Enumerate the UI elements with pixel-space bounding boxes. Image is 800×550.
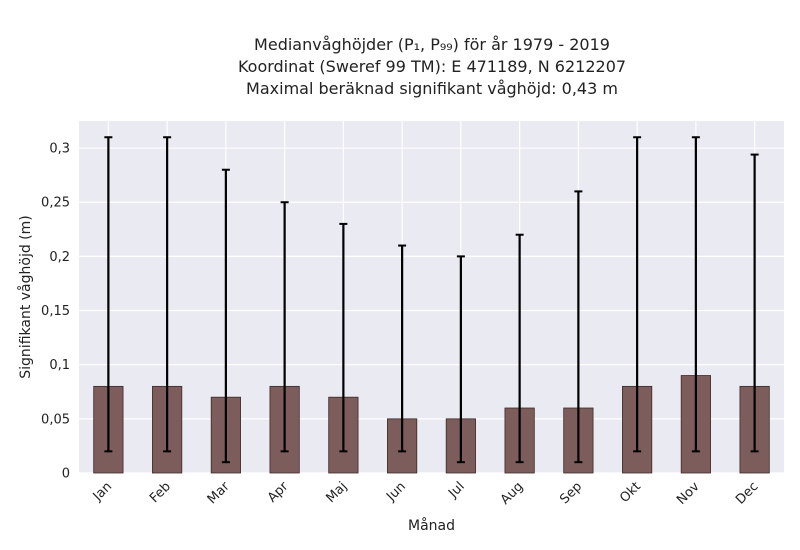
x-tick-label: Aug	[498, 479, 527, 508]
chart-title-line: Maximal beräknad signifikant våghöjd: 0,…	[246, 79, 618, 98]
y-tick-label: 0,15	[41, 304, 70, 319]
x-tick-label: Maj	[323, 479, 350, 506]
y-tick-label: 0,05	[41, 412, 70, 427]
y-tick-label: 0,3	[49, 142, 70, 157]
x-axis-ticks: Jan Feb Mar Apr Maj Jun Jul Aug Sep Okt Nov Dec	[90, 479, 762, 508]
y-tick-label: 0,25	[41, 196, 70, 211]
x-tick-label: Dec	[733, 479, 761, 507]
error-bars	[104, 136, 759, 464]
y-tick-label: 0	[62, 467, 70, 482]
chart-title: Medianvåghöjder (P₁, P₉₉) för år 1979 - …	[80, 34, 784, 100]
x-axis-label: Månad	[408, 517, 455, 534]
x-tick-label: Mar	[205, 479, 233, 507]
chart-title-line: Koordinat (Sweref 99 TM): E 471189, N 62…	[237, 57, 627, 76]
x-tick-label: Okt	[617, 479, 644, 506]
y-axis-label: Signifikant våghöjd (m)	[17, 215, 34, 378]
chart-title-line: Medianvåghöjder (P₁, P₉₉) för år 1979 - …	[254, 35, 610, 54]
x-tick-label: Jul	[445, 479, 467, 501]
x-tick-label: Jan	[90, 479, 115, 504]
x-tick-label: Apr	[265, 479, 292, 506]
x-tick-label: Nov	[674, 479, 703, 508]
y-tick-label: 0,2	[49, 250, 70, 265]
y-axis-ticks: 0 0,05 0,1 0,15 0,2 0,25 0,3	[41, 142, 70, 482]
y-tick-label: 0,1	[49, 358, 70, 373]
x-tick-label: Jun	[383, 479, 409, 505]
x-tick-label: Sep	[557, 479, 585, 507]
x-tick-label: Feb	[147, 479, 174, 506]
plot-area	[79, 121, 784, 473]
